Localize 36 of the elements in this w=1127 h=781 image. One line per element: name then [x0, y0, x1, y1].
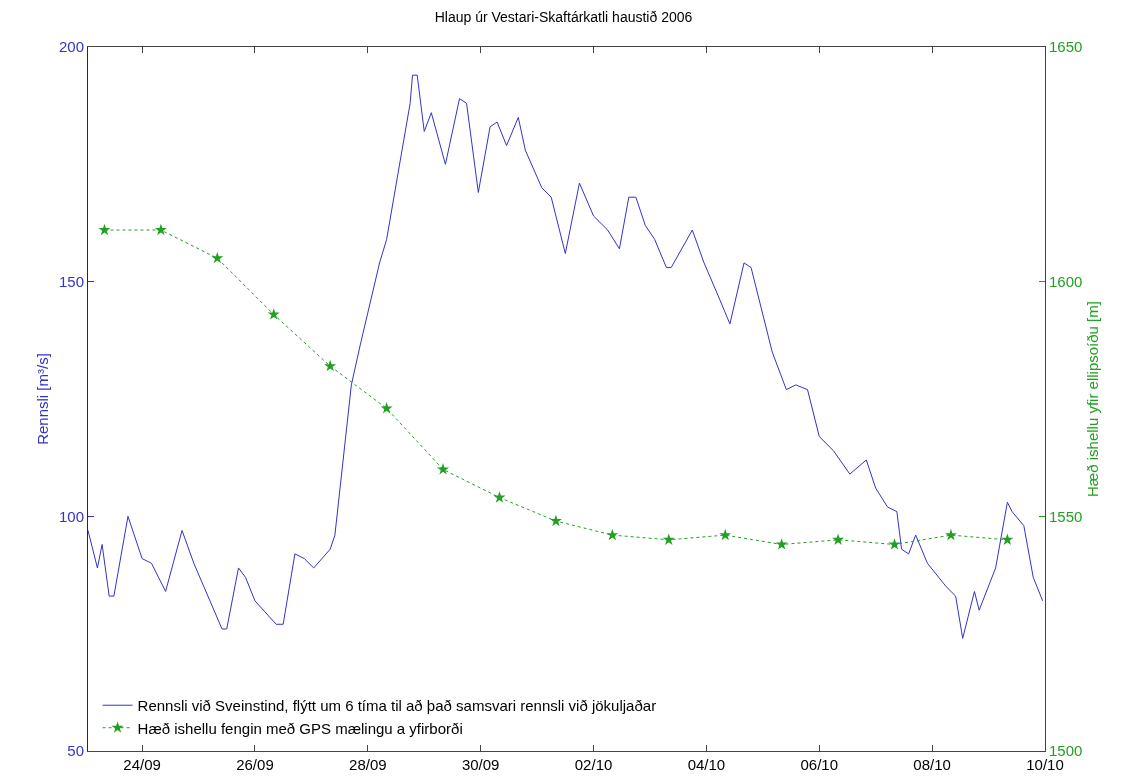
point — [380, 402, 393, 414]
legend-label: Hæð ishellu fengin með GPS mælingu a yfirborði — [137, 719, 463, 737]
point — [832, 533, 845, 545]
x-tick-label: 08/10 — [913, 756, 951, 773]
y-tick-label: 200 — [58, 38, 84, 56]
point — [493, 491, 506, 503]
x-tick-label: 30/09 — [461, 756, 500, 773]
y-tick-label: 150 — [58, 272, 84, 290]
point — [888, 538, 901, 550]
legend-label: Rennsli við Sveinstind, flýtt um 6 tíma til að það samsvari rennsli við jökuljaðar — [137, 697, 657, 715]
y-tick-label: 50 — [67, 742, 84, 760]
point — [154, 223, 167, 236]
point — [211, 251, 224, 264]
y-axis-title: Rennsli [m³/s] — [34, 353, 52, 445]
point — [944, 528, 957, 541]
x-tick-label: 02/10 — [574, 756, 613, 773]
x-tick-label: 04/10 — [687, 756, 726, 773]
x-tick-label: 06/10 — [800, 756, 839, 773]
chart-title: Hlaup úr Vestari-Skaftárkatli haustið 2006 — [434, 8, 693, 25]
point — [324, 359, 337, 372]
x-tick-label: 24/09 — [123, 756, 161, 773]
point — [719, 528, 732, 541]
point — [1001, 533, 1014, 545]
x-tick-label: 28/09 — [349, 756, 387, 773]
point — [549, 514, 562, 527]
point — [662, 533, 675, 545]
y-tick-label: 100 — [58, 507, 84, 525]
x-tick-label: 26/09 — [236, 756, 274, 773]
y2-axis-title: Hæð ishellu yfir ellipsoíðu [m] — [1084, 301, 1102, 497]
point — [98, 223, 111, 236]
point — [437, 463, 450, 475]
point — [606, 528, 619, 541]
line-series — [88, 74, 1044, 639]
y2-tick-label: 1650 — [1049, 38, 1083, 56]
y2-tick-label: 1550 — [1049, 507, 1083, 525]
y2-tick-label: 1600 — [1049, 272, 1083, 290]
